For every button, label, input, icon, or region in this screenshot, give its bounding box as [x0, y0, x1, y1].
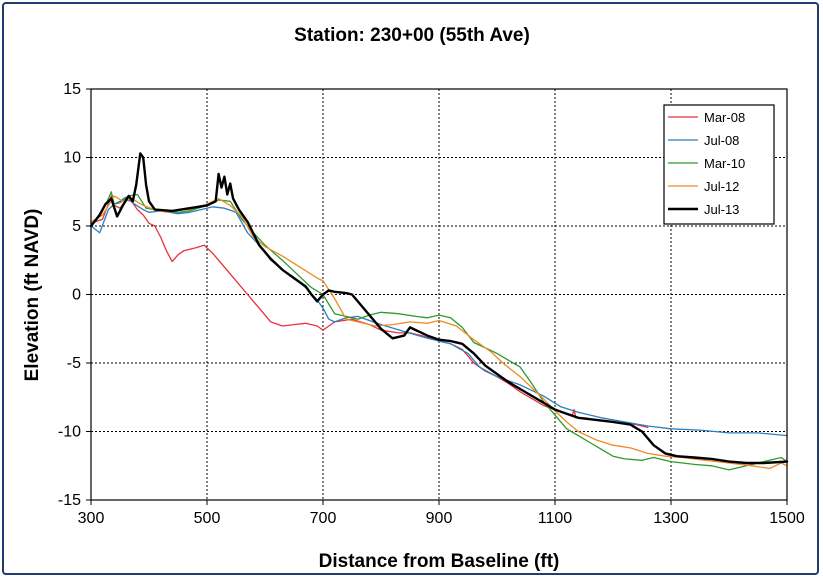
- legend-label: Jul-08: [704, 133, 739, 148]
- legend-label: Jul-12: [704, 179, 739, 194]
- series-layer: [89, 152, 789, 471]
- legend-label: Mar-08: [704, 110, 745, 125]
- x-tick-label: 500: [194, 510, 221, 527]
- x-ticks: 300 500 700 900 1100 1300 1500: [78, 500, 805, 527]
- legend-label: Mar-10: [704, 156, 745, 171]
- series-line-jul-08: [90, 196, 788, 437]
- series-line-jul-13: [89, 152, 789, 465]
- legend: Mar-08 Jul-08 Mar-10 Jul-12 Jul-13: [663, 104, 775, 225]
- x-axis-label: Distance from Baseline (ft): [319, 551, 560, 572]
- x-tick-label: 700: [310, 510, 337, 527]
- legend-label: Jul-13: [704, 202, 739, 217]
- y-axis-label: Elevation (ft NAVD): [22, 209, 43, 382]
- y-tick-label: 15: [63, 81, 81, 98]
- y-tick-label: 5: [72, 218, 81, 235]
- y-tick-label: -15: [58, 492, 81, 509]
- y-tick-label: -10: [58, 424, 81, 441]
- x-tick-label: 900: [426, 510, 453, 527]
- x-tick-label: 1300: [653, 510, 689, 527]
- series-line-mar-08: [90, 195, 649, 429]
- y-tick-label: 0: [72, 287, 81, 304]
- x-tick-label: 1500: [769, 510, 805, 527]
- y-tick-label: -5: [67, 355, 81, 372]
- y-ticks: 15 10 5 0 -5 -10 -15: [58, 81, 91, 509]
- x-tick-label: 300: [78, 510, 105, 527]
- y-tick-label: 10: [63, 150, 81, 167]
- x-tick-label: 1100: [538, 510, 573, 527]
- chart-title: Station: 230+00 (55th Ave): [294, 25, 530, 46]
- legend-box: [663, 104, 775, 225]
